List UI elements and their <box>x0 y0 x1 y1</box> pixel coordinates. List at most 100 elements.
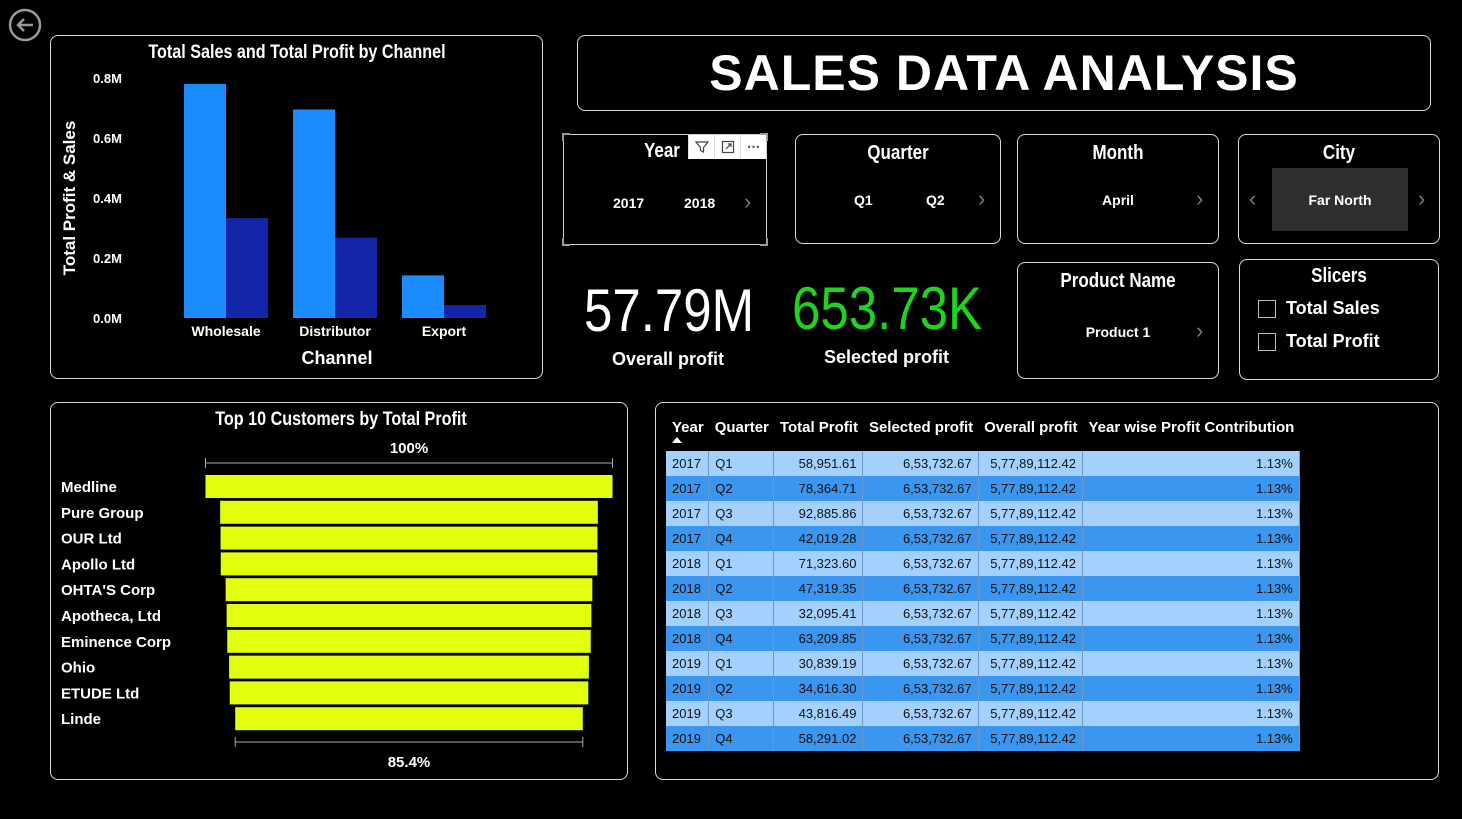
column-header[interactable]: Total Profit <box>773 413 863 451</box>
customer-label: Apotheca, Ltd <box>61 608 161 625</box>
customer-label: Medline <box>61 479 117 496</box>
table-cell: 6,53,732.67 <box>862 726 979 751</box>
customer-label: ETUDE Ltd <box>61 685 139 702</box>
table-row[interactable]: 2019 Q4 58,291.02 6,53,732.67 5,77,89,112.42… <box>666 726 1300 751</box>
chevron-right-icon[interactable]: › <box>744 189 752 214</box>
profit-table[interactable]: Year Quarter Total Profit Selected profit Ov… <box>666 413 1300 751</box>
city-slicer-title: City <box>1322 142 1356 164</box>
total-profit-option[interactable]: Total Profit <box>1258 331 1380 352</box>
resize-handle[interactable] <box>760 133 768 141</box>
column-header[interactable]: Year wise Profit Contribution <box>1082 413 1300 451</box>
table-cell: 78,364.71 <box>773 476 864 501</box>
bar-wholesale-profit <box>226 218 268 318</box>
quarter-option-q1[interactable]: Q1 <box>854 192 873 208</box>
bar-distributor-sales <box>293 109 335 318</box>
table-row[interactable]: 2017 Q4 42,019.28 6,53,732.67 5,77,89,112.42… <box>666 526 1300 551</box>
column-header[interactable]: Overall profit <box>978 413 1083 451</box>
table-row[interactable]: 2018 Q3 32,095.41 6,53,732.67 5,77,89,112.42… <box>666 601 1300 626</box>
customer-label: OHTA'S Corp <box>61 582 155 599</box>
year-option-2018[interactable]: 2018 <box>684 195 716 211</box>
year-slicer[interactable]: Year ⋯ 2017 2018 › <box>562 133 768 246</box>
table-cell: 1.13% <box>1082 726 1300 751</box>
table-cell: 1.13% <box>1082 451 1300 476</box>
checkbox[interactable] <box>1258 299 1276 318</box>
month-option-april[interactable]: April <box>1102 192 1134 208</box>
chevron-right-icon[interactable]: › <box>1418 186 1426 211</box>
customer-label: OUR Ltd <box>61 531 122 548</box>
table-cell: 2018 <box>666 551 710 576</box>
funnel-bar <box>229 655 589 679</box>
y-tick-label: 0.8M <box>93 71 122 86</box>
city-slicer[interactable]: City ‹ Far North › <box>1238 134 1440 244</box>
y-tick-label: 0.4M <box>93 191 122 206</box>
more-options-icon[interactable]: ⋯ <box>740 135 766 159</box>
channel-chart-card[interactable]: Total Sales and Total Profit by Channel 0… <box>50 35 543 379</box>
table-cell: 6,53,732.67 <box>862 701 979 726</box>
measures-slicer[interactable]: Slicers Total Sales Total Profit <box>1239 259 1439 380</box>
expand-icon[interactable] <box>714 135 740 159</box>
table-cell: 47,319.35 <box>773 576 864 601</box>
table-row[interactable]: 2017 Q3 92,885.86 6,53,732.67 5,77,89,112.42… <box>666 501 1300 526</box>
funnel-bar <box>227 629 591 653</box>
customers-funnel-chart[interactable]: Top 10 Customers by Total Profit 100% Medl… <box>51 403 627 779</box>
table-cell: 2017 <box>666 476 710 501</box>
table-cell: 58,291.02 <box>773 726 864 751</box>
table-cell: 5,77,89,112.42 <box>978 526 1083 551</box>
table-row[interactable]: 2018 Q4 63,209.85 6,53,732.67 5,77,89,112.42… <box>666 626 1300 651</box>
table-cell: 5,77,89,112.42 <box>978 701 1083 726</box>
chart-title: Total Sales and Total Profit by Channel <box>148 41 445 63</box>
customer-label: Pure Group <box>61 505 144 522</box>
back-arrow-icon[interactable] <box>8 8 42 42</box>
table-row[interactable]: 2017 Q2 78,364.71 6,53,732.67 5,77,89,112.42… <box>666 476 1300 501</box>
customers-chart-card[interactable]: Top 10 Customers by Total Profit 100% Medl… <box>50 402 628 780</box>
resize-handle[interactable] <box>562 133 570 141</box>
profit-table-card[interactable]: Year Quarter Total Profit Selected profit Ov… <box>655 402 1439 780</box>
chevron-right-icon[interactable]: › <box>978 186 986 211</box>
y-tick-label: 0.2M <box>93 251 122 266</box>
product-name-slicer[interactable]: Product Name Product 1 › <box>1017 262 1219 379</box>
table-cell: 1.13% <box>1082 501 1300 526</box>
table-cell: 6,53,732.67 <box>862 476 979 501</box>
table-row[interactable]: 2018 Q2 47,319.35 6,53,732.67 5,77,89,112.42… <box>666 576 1300 601</box>
bar-distributor-profit <box>335 237 377 318</box>
funnel-bar <box>205 475 613 498</box>
column-header[interactable]: Selected profit <box>862 413 979 451</box>
filter-icon[interactable] <box>688 135 714 159</box>
table-cell: Q4 <box>708 726 775 751</box>
product-option-product-1[interactable]: Product 1 <box>1085 324 1151 340</box>
quarter-slicer[interactable]: Quarter Q1 Q2 › <box>795 134 1001 244</box>
total-sales-option[interactable]: Total Sales <box>1258 298 1380 319</box>
table-row[interactable]: 2017 Q1 58,951.61 6,53,732.67 5,77,89,112.42… <box>666 451 1300 476</box>
table-row[interactable]: 2019 Q3 43,816.49 6,53,732.67 5,77,89,112.42… <box>666 701 1300 726</box>
quarter-option-q2[interactable]: Q2 <box>926 192 945 208</box>
channel-bar-chart[interactable]: Total Sales and Total Profit by Channel 0… <box>51 36 542 378</box>
checkbox[interactable] <box>1258 332 1276 351</box>
month-slicer-title: Month <box>1092 142 1144 164</box>
table-cell: 63,209.85 <box>773 626 864 651</box>
year-option-2017[interactable]: 2017 <box>613 195 645 211</box>
column-header[interactable]: Year <box>666 413 709 451</box>
funnel-bar <box>235 707 583 731</box>
resize-handle[interactable] <box>562 238 570 246</box>
resize-handle[interactable] <box>760 238 768 246</box>
chevron-left-icon[interactable]: ‹ <box>1249 186 1257 211</box>
city-option-far-north[interactable]: Far North <box>1272 168 1408 231</box>
table-cell: 1.13% <box>1082 551 1300 576</box>
sort-ascending-icon[interactable] <box>672 437 682 443</box>
top-percent-label: 100% <box>390 440 428 457</box>
year-slicer-title: Year <box>644 140 680 162</box>
table-cell: Q4 <box>708 626 775 651</box>
table-row[interactable]: 2019 Q2 34,616.30 6,53,732.67 5,77,89,112.42… <box>666 676 1300 701</box>
chevron-right-icon[interactable]: › <box>1196 318 1204 343</box>
table-cell: 5,77,89,112.42 <box>978 601 1083 626</box>
chevron-right-icon[interactable]: › <box>1196 186 1204 211</box>
customer-label: Linde <box>61 711 101 728</box>
total-profit-label: Total Profit <box>1286 331 1380 351</box>
table-row[interactable]: 2018 Q1 71,323.60 6,53,732.67 5,77,89,112.42… <box>666 551 1300 576</box>
table-cell: 71,323.60 <box>773 551 864 576</box>
month-slicer[interactable]: Month April › <box>1017 134 1219 244</box>
table-row[interactable]: 2019 Q1 30,839.19 6,53,732.67 5,77,89,112.42… <box>666 651 1300 676</box>
column-header[interactable]: Quarter <box>708 413 774 451</box>
table-cell: 5,77,89,112.42 <box>978 651 1083 676</box>
funnel-bar <box>220 552 598 576</box>
